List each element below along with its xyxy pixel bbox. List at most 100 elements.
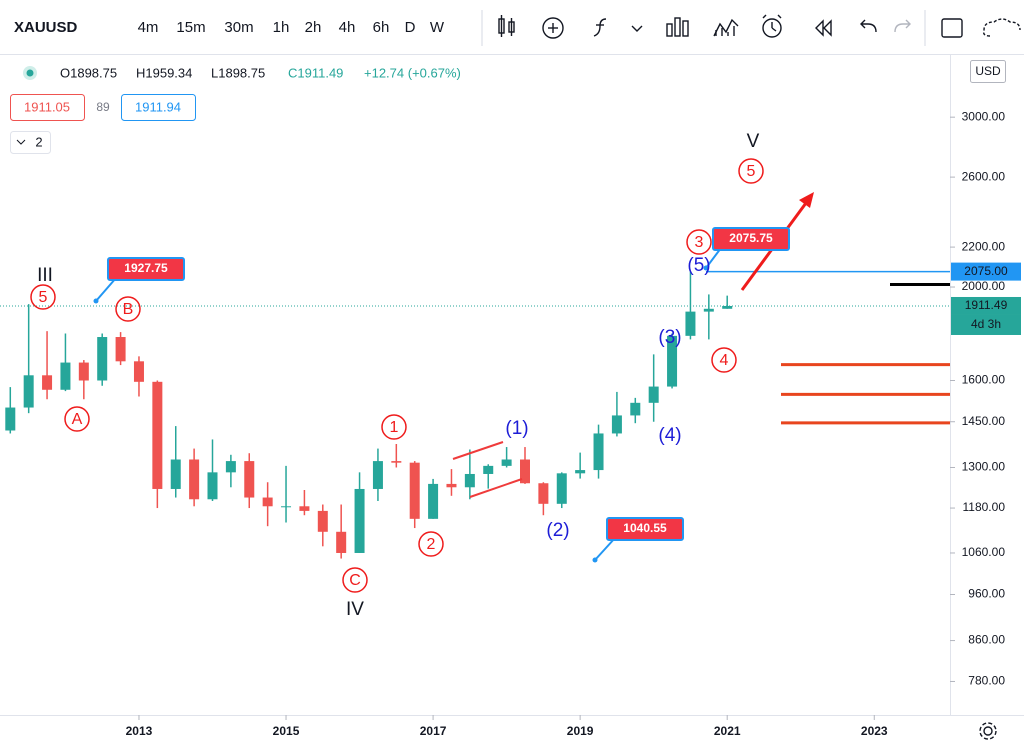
countdown-bg bbox=[951, 314, 1021, 335]
legend-change: +12.74 (+0.67%) bbox=[364, 65, 461, 80]
chevron bbox=[16, 139, 26, 145]
callout-label: 2075.75 bbox=[729, 231, 773, 245]
candle-body bbox=[244, 461, 255, 498]
ohlc-legend: O1898.75 H1959.34 L1898.75 C1911.49 +12.… bbox=[60, 65, 461, 80]
candle-body bbox=[78, 362, 89, 381]
wave-label: B bbox=[123, 301, 134, 318]
y-tick-label: 1600.00 bbox=[962, 373, 1006, 387]
channel-line bbox=[469, 478, 523, 498]
y-tick-label: 1450.00 bbox=[962, 414, 1006, 428]
price-axis-label: 1911.49 bbox=[965, 298, 1008, 312]
currency: USD bbox=[975, 64, 1001, 78]
wave-label: 1 bbox=[390, 419, 399, 436]
bars-icon[interactable] bbox=[713, 18, 739, 37]
candle-body bbox=[317, 510, 328, 532]
settings-icon[interactable] bbox=[979, 722, 997, 740]
buy-button[interactable] bbox=[121, 94, 196, 121]
interval-button[interactable]: W bbox=[430, 19, 445, 36]
candle-body bbox=[630, 402, 641, 416]
wave-label: (1) bbox=[505, 418, 528, 439]
sell-button[interactable] bbox=[10, 94, 85, 121]
wave-label: 5 bbox=[747, 163, 756, 180]
interval-button[interactable]: 2h bbox=[305, 19, 322, 36]
wave-label: C bbox=[349, 572, 361, 589]
wave-circle bbox=[30, 284, 56, 310]
indicators-toggle[interactable] bbox=[10, 131, 51, 154]
candle-body bbox=[593, 433, 604, 471]
interval-button[interactable]: 4m bbox=[138, 19, 159, 36]
candle-body bbox=[152, 381, 163, 489]
candle-body bbox=[262, 497, 273, 507]
interval-button[interactable]: 6h bbox=[373, 19, 390, 36]
target-arrow-head bbox=[799, 192, 814, 208]
wave-circle bbox=[342, 567, 368, 593]
candle-body bbox=[538, 483, 549, 504]
wave-circle bbox=[64, 406, 90, 432]
candle-body bbox=[483, 465, 494, 474]
wave-circle bbox=[711, 347, 737, 373]
x-tick-label: 2017 bbox=[420, 724, 447, 738]
indicator-count: 2 bbox=[35, 134, 42, 149]
toolbar-icons bbox=[481, 10, 1021, 46]
y-tick-label: 2200.00 bbox=[962, 239, 1006, 253]
candle-body bbox=[5, 407, 16, 431]
fullscreen-icon[interactable] bbox=[941, 18, 963, 38]
callout-box bbox=[107, 257, 185, 281]
buy-price: 1911.94 bbox=[135, 99, 181, 114]
price-axis-label: 2075.00 bbox=[964, 264, 1008, 278]
countdown: 4d 3h bbox=[971, 317, 1001, 331]
legend-low: L1898.75 bbox=[211, 65, 265, 80]
undo-icon[interactable] bbox=[860, 19, 877, 33]
interval-button[interactable]: D bbox=[405, 19, 416, 36]
legend-high: H1959.34 bbox=[136, 65, 192, 80]
legend-open: O1898.75 bbox=[60, 65, 117, 80]
wave-label: 3 bbox=[695, 234, 704, 251]
wave-label: 4 bbox=[720, 352, 729, 369]
candle-style-icon[interactable] bbox=[498, 15, 515, 37]
price-axis-label-bg bbox=[951, 262, 1021, 281]
y-tick-label: 1060.00 bbox=[962, 545, 1006, 559]
wave-label: A bbox=[72, 411, 83, 428]
wave-label: (2) bbox=[546, 520, 569, 541]
wave-label: (5) bbox=[687, 255, 710, 276]
y-tick-label: 780.00 bbox=[968, 674, 1005, 688]
candle-body bbox=[611, 415, 622, 434]
x-tick-label: 2023 bbox=[861, 724, 888, 738]
candle-body bbox=[225, 461, 236, 473]
candle-body bbox=[722, 305, 733, 309]
status-dot bbox=[26, 69, 34, 77]
currency-button[interactable] bbox=[970, 60, 1006, 83]
price-axis-label-bg bbox=[951, 296, 1021, 315]
layout-icon[interactable] bbox=[666, 17, 689, 37]
interval-button[interactable]: 30m bbox=[224, 19, 253, 36]
candle-body bbox=[648, 386, 659, 403]
candle-body bbox=[464, 473, 475, 488]
x-tick-label: 2019 bbox=[567, 724, 594, 738]
candle-body bbox=[685, 311, 696, 336]
callout-label: 1927.75 bbox=[124, 261, 168, 275]
interval-button[interactable]: 15m bbox=[176, 19, 205, 36]
compare-icon[interactable] bbox=[542, 17, 564, 39]
redo-icon[interactable] bbox=[894, 19, 911, 33]
y-tick-label: 1180.00 bbox=[963, 500, 1006, 514]
alert-icon[interactable] bbox=[762, 14, 782, 38]
candle-body bbox=[189, 459, 200, 500]
callout-box bbox=[606, 517, 684, 541]
spread: 89 bbox=[96, 100, 110, 114]
cloud-icon[interactable] bbox=[982, 18, 1021, 37]
candle-body bbox=[409, 462, 420, 519]
candle-body bbox=[354, 488, 365, 553]
callout-anchor bbox=[592, 557, 598, 563]
interval-button[interactable]: 1h bbox=[273, 19, 290, 36]
interval-button[interactable]: 4h bbox=[339, 19, 356, 36]
symbol[interactable]: XAUUSD bbox=[14, 19, 78, 36]
wave-circle bbox=[418, 531, 444, 557]
indicators-icon[interactable] bbox=[593, 18, 643, 37]
y-tick-label: 2000.00 bbox=[962, 279, 1006, 293]
wave-label: III bbox=[37, 265, 53, 286]
callout-pointer bbox=[705, 247, 722, 269]
replay-icon[interactable] bbox=[815, 19, 832, 37]
y-tick-label: 2600.00 bbox=[962, 169, 1006, 183]
candle-body bbox=[372, 461, 383, 489]
